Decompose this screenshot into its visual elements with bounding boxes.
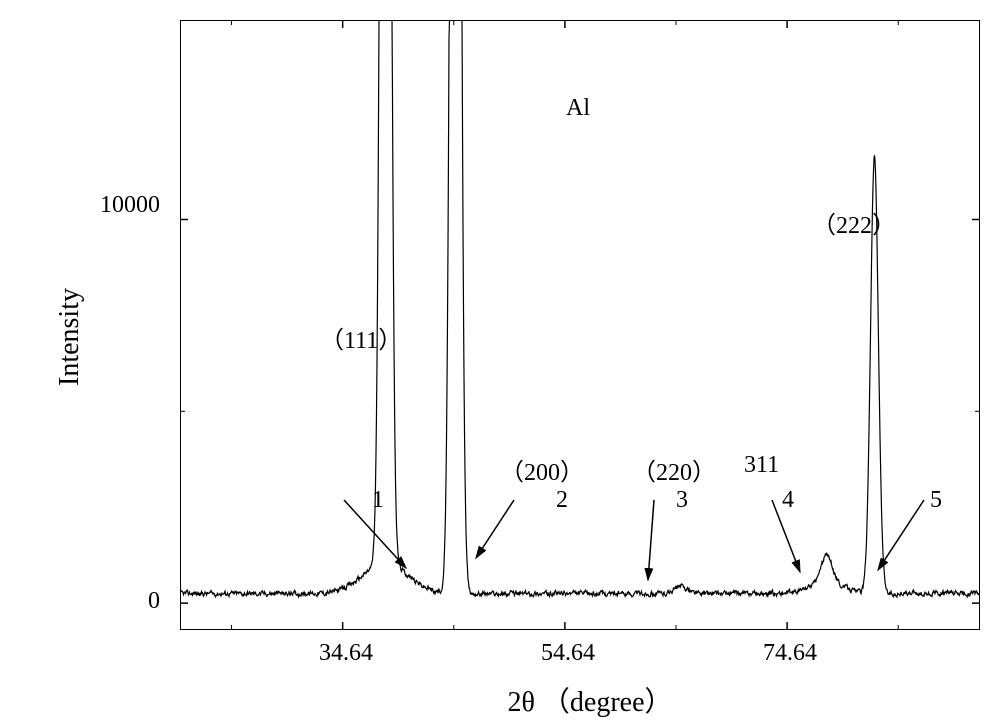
chart-svg [0,0,1000,726]
xrd-chart: Intensity 2θ （degree） 0 10000 34.64 54.6… [0,0,1000,726]
